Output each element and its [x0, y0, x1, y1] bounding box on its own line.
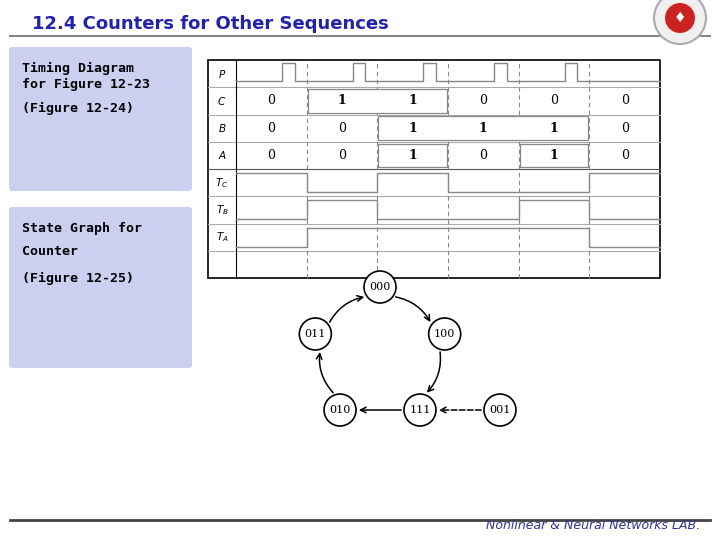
Text: 001: 001 — [490, 405, 510, 415]
Text: for Figure 12-23: for Figure 12-23 — [22, 78, 150, 91]
Text: $A$: $A$ — [217, 150, 227, 161]
Text: 0: 0 — [480, 94, 487, 107]
Text: 1: 1 — [408, 94, 417, 107]
Text: 0: 0 — [338, 149, 346, 162]
FancyBboxPatch shape — [9, 47, 192, 191]
Text: 0: 0 — [550, 94, 558, 107]
FancyBboxPatch shape — [9, 207, 192, 368]
Circle shape — [654, 0, 706, 44]
Text: 111: 111 — [409, 405, 431, 415]
Text: 0: 0 — [621, 94, 629, 107]
Text: 000: 000 — [369, 282, 391, 292]
Bar — [378, 117, 588, 140]
Text: $B$: $B$ — [217, 122, 226, 134]
Text: 12.4 Counters for Other Sequences: 12.4 Counters for Other Sequences — [32, 15, 389, 33]
Text: 0: 0 — [267, 122, 275, 134]
Text: ♦: ♦ — [674, 11, 686, 25]
Text: 1: 1 — [408, 149, 417, 162]
Text: Timing Diagram: Timing Diagram — [22, 62, 134, 75]
Text: 1: 1 — [549, 122, 559, 134]
Circle shape — [484, 394, 516, 426]
Circle shape — [404, 394, 436, 426]
Text: 1: 1 — [549, 149, 559, 162]
Text: 100: 100 — [434, 329, 455, 339]
Text: $T_B$: $T_B$ — [215, 203, 228, 217]
Bar — [307, 89, 447, 113]
Text: 010: 010 — [329, 405, 351, 415]
Text: $C$: $C$ — [217, 95, 227, 107]
Circle shape — [666, 4, 694, 32]
Text: $T_A$: $T_A$ — [215, 230, 228, 244]
Bar — [208, 60, 660, 278]
Text: 0: 0 — [621, 149, 629, 162]
Bar — [520, 144, 588, 167]
Circle shape — [300, 318, 331, 350]
Text: 1: 1 — [408, 122, 417, 134]
Text: State Graph for: State Graph for — [22, 222, 142, 235]
Text: 0: 0 — [267, 94, 275, 107]
Circle shape — [324, 394, 356, 426]
Text: Counter: Counter — [22, 245, 78, 258]
Text: 1: 1 — [479, 122, 487, 134]
Text: (Figure 12-24): (Figure 12-24) — [22, 102, 134, 115]
Text: $T_C$: $T_C$ — [215, 176, 229, 190]
Text: Nonlinear & Neural Networks LAB.: Nonlinear & Neural Networks LAB. — [486, 519, 700, 532]
Circle shape — [428, 318, 461, 350]
Text: 0: 0 — [480, 149, 487, 162]
Circle shape — [364, 271, 396, 303]
Text: 0: 0 — [338, 122, 346, 134]
Text: 1: 1 — [338, 94, 346, 107]
Text: (Figure 12-25): (Figure 12-25) — [22, 272, 134, 285]
Text: 0: 0 — [621, 122, 629, 134]
Bar — [378, 144, 447, 167]
Text: $P$: $P$ — [218, 68, 226, 79]
Text: 011: 011 — [305, 329, 326, 339]
Text: 0: 0 — [267, 149, 275, 162]
